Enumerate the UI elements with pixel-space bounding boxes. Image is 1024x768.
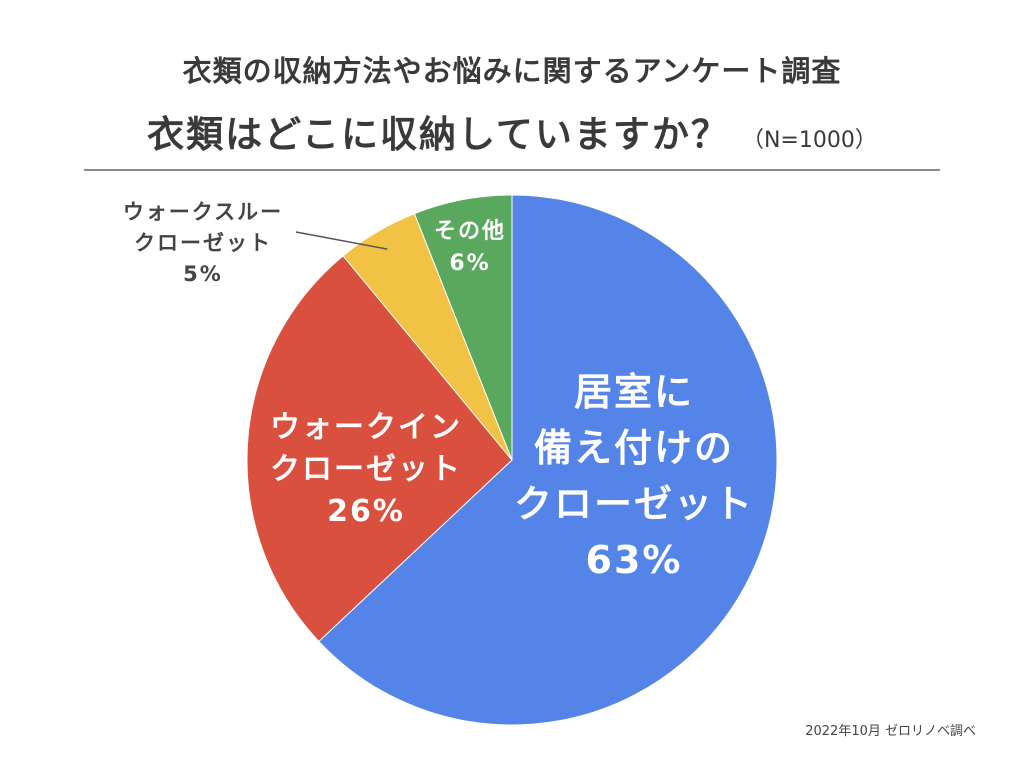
category-label-line: 備え付けの: [534, 426, 734, 470]
label-built-in-closet: 居室に備え付けのクローゼット 63%: [514, 370, 754, 582]
survey-title: 衣類の収納方法やお悩みに関するアンケート調査: [182, 54, 842, 88]
category-label-line: クローゼット: [134, 231, 272, 255]
category-label-line: その他: [434, 219, 506, 244]
percent-label: 63%: [586, 538, 683, 582]
label-other: その他 6%: [434, 219, 506, 276]
source-note: 2022年10月 ゼロリノベ調べ: [805, 724, 976, 739]
pie-labels: 居室に備え付けのクローゼット 63%ウォークインクローゼット 26%ウォークスルーク…: [123, 200, 754, 582]
slice-other: [413, 194, 513, 461]
slice-walk-in-closet: [246, 255, 513, 643]
label-walk-through-closet: ウォークスルークローゼット 5%: [123, 200, 283, 286]
slice-built-in-closet: [318, 194, 778, 726]
pie-slices: [246, 194, 778, 726]
percent-label: 6%: [449, 251, 490, 276]
question-text: 衣類はどこに収納していますか？: [147, 113, 730, 156]
percent-label: 5%: [183, 262, 223, 286]
label-walk-in-closet: ウォークインクローゼット 26%: [270, 410, 462, 529]
percent-label: 26%: [327, 494, 405, 529]
category-label-line: クローゼット: [270, 452, 462, 487]
category-label-line: 居室に: [574, 370, 694, 414]
leader-line-walk-through: [295, 231, 388, 250]
title-divider: [84, 169, 940, 171]
category-label-line: クローゼット: [514, 482, 754, 526]
category-label-line: ウォークスルー: [123, 200, 283, 224]
category-label-line: ウォークイン: [270, 410, 462, 445]
question-title: 衣類はどこに収納していますか？ （N=1000）: [0, 104, 1024, 158]
sample-size: （N=1000）: [741, 128, 877, 153]
